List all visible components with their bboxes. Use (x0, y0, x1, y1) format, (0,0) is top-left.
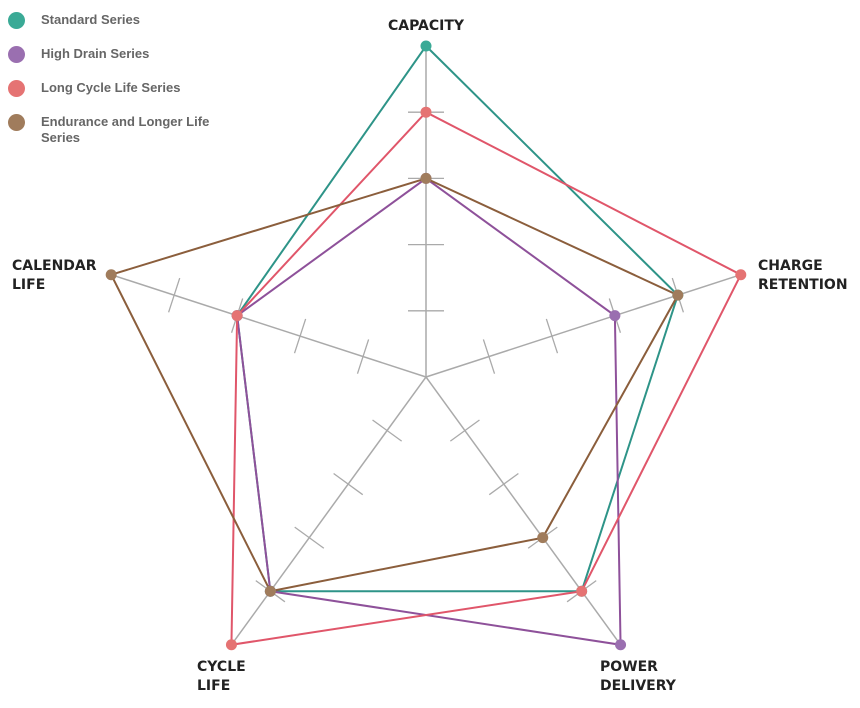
axis-tick (482, 339, 496, 374)
legend-label: Endurance and Longer Life Series (41, 114, 210, 145)
axis-line (110, 274, 427, 378)
axis-line (425, 376, 622, 646)
axis-label-line: CHARGE (758, 258, 823, 274)
axis-tick (356, 339, 370, 374)
axis-tick (372, 419, 403, 442)
legend-dot-icon (8, 114, 25, 131)
legend-label: Long Cycle Life Series (41, 80, 181, 95)
data-point-2-4 (231, 310, 243, 322)
legend-item-endurance[interactable]: Endurance and Longer Life Series (8, 114, 211, 146)
axis-tick (449, 419, 480, 442)
data-point-3-0 (420, 172, 432, 184)
axis-tick (294, 526, 325, 549)
axis-line (230, 376, 427, 646)
data-point-3-2 (537, 532, 549, 544)
legend-label: Standard Series (41, 12, 140, 27)
data-point-3-3 (264, 585, 276, 597)
legend: Standard Series High Drain Series Long C… (8, 12, 211, 164)
axis-label-line: LIFE (197, 678, 230, 694)
axis-tick (488, 473, 519, 496)
data-point-2-3 (225, 639, 237, 651)
axis-label-3: CYCLE LIFE (197, 659, 246, 694)
axis-label-line: RETENTION (758, 277, 848, 293)
series-line-3 (109, 177, 680, 593)
legend-label: High Drain Series (41, 46, 150, 61)
data-point-1-2 (615, 639, 627, 651)
axis-label-line: CAPACITY (388, 18, 465, 34)
axis-label-2: POWER DELIVERY (600, 659, 677, 694)
legend-dot-icon (8, 80, 25, 97)
axis-label-line: CALENDAR (12, 258, 97, 274)
axis-label-line: POWER (600, 659, 658, 675)
axis-label-1: CHARGE RETENTION (758, 258, 848, 293)
axis-tick (167, 277, 181, 313)
legend-dot-icon (8, 46, 25, 63)
series-line-0 (236, 44, 679, 593)
legend-dot-icon (8, 12, 25, 29)
data-point-1-1 (609, 310, 621, 322)
axis-tick (333, 473, 364, 496)
axis-label-line: DELIVERY (600, 678, 677, 694)
axis-label-0: CAPACITY (388, 18, 465, 34)
data-point-0-0 (420, 40, 432, 52)
data-point-2-0 (420, 106, 432, 118)
axis-label-line: LIFE (12, 277, 45, 293)
axis-tick (545, 318, 559, 354)
data-point-3-1 (672, 289, 684, 301)
axis-label-4: CALENDAR LIFE (12, 258, 97, 293)
data-point-3-4 (105, 269, 117, 281)
axis-line (425, 274, 742, 378)
axis-label-line: CYCLE (197, 659, 246, 675)
data-point-2-1 (735, 269, 747, 281)
legend-item-standard[interactable]: Standard Series (8, 12, 211, 29)
legend-item-long-cycle[interactable]: Long Cycle Life Series (8, 80, 211, 97)
series-line-2 (230, 110, 743, 646)
data-point-2-2 (576, 585, 588, 597)
legend-item-high-drain[interactable]: High Drain Series (8, 46, 211, 63)
series-line-1 (236, 177, 622, 646)
axis-tick (293, 318, 307, 354)
